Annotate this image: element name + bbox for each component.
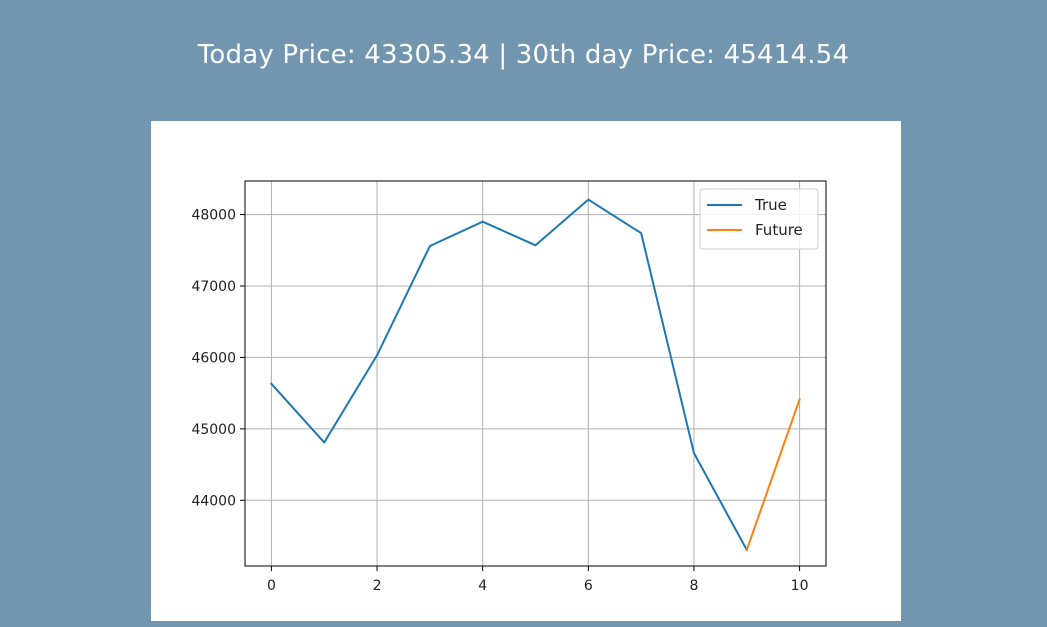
axis-ticks: 0 2 4 6 8 10 44000 45000 46000 47000 48000 (191, 208, 808, 594)
series-line-true (269, 198, 749, 552)
x-tick-label: 2 (373, 578, 382, 594)
series-line-future (745, 397, 801, 552)
y-tick-label: 48000 (191, 208, 236, 224)
x-tick-label: 0 (267, 578, 276, 594)
price-line-chart: 0 2 4 6 8 10 44000 45000 46000 47000 48000 True Fut… (191, 180, 827, 594)
x-tick-label: 8 (689, 578, 698, 594)
y-tick-label: 47000 (191, 279, 236, 295)
y-tick-label: 46000 (191, 350, 236, 366)
x-tick-label: 6 (584, 578, 593, 594)
legend: True Future (699, 188, 819, 250)
series-lines (269, 198, 801, 552)
legend-label-future: Future (755, 221, 803, 239)
x-tick-label: 10 (791, 578, 809, 594)
x-tick-label: 4 (478, 578, 487, 594)
price-chart-panel: 0 2 4 6 8 10 44000 45000 46000 47000 48000 True Fut… (151, 121, 901, 621)
plot-area-frame (244, 180, 827, 567)
legend-label-true: True (754, 196, 787, 214)
y-tick-label: 45000 (191, 422, 236, 438)
y-tick-label: 44000 (191, 493, 236, 509)
price-summary-heading: Today Price: 43305.34 | 30th day Price: … (197, 40, 850, 70)
